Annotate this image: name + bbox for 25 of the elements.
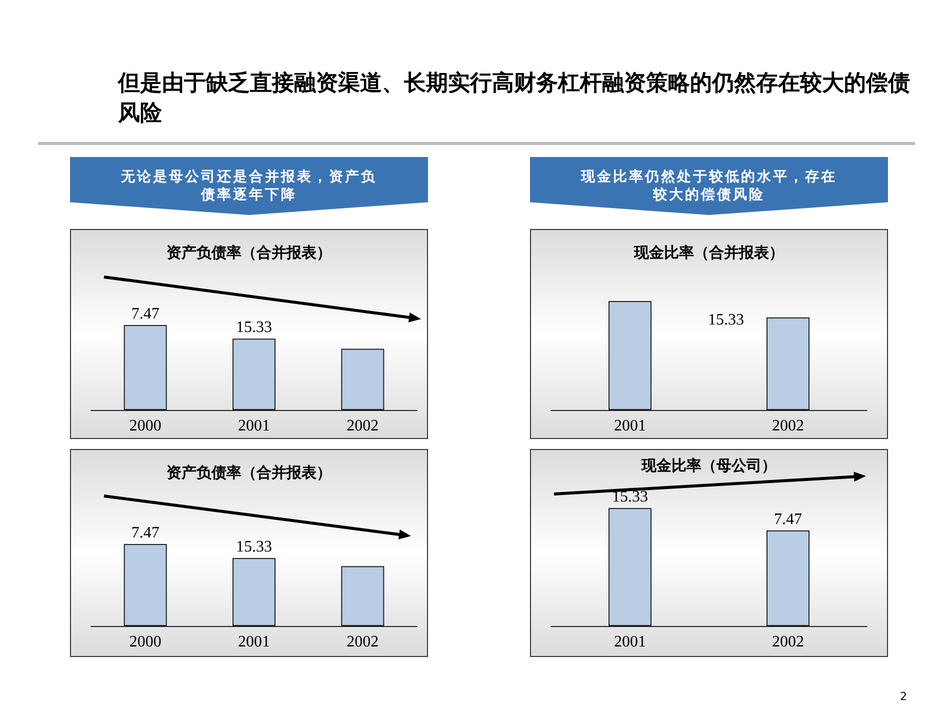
- callout-banner: 无论是母公司还是合并报表，资产负债率逐年下降: [70, 157, 428, 215]
- chart-title: 现金比率（母公司）: [640, 456, 776, 474]
- text: 7.47: [131, 524, 160, 542]
- callout-banner: 现金比率仍然处于较低的水平，存在较大的偿债风险: [530, 157, 888, 215]
- x-tick-label: 2001: [238, 418, 270, 434]
- annotation: 15.33: [236, 538, 272, 556]
- chart-title: 现金比率（合并报表）: [633, 244, 784, 262]
- x-tick-label: 2001: [614, 634, 646, 650]
- text: 2: [900, 690, 907, 703]
- x-tick-label: 2001: [238, 634, 270, 650]
- x-tick-label: 2000: [129, 634, 162, 650]
- text: 但是由于缺乏直接融资渠道、长期实行高财务杠杆融资策略的仍然存在较大的偿债风险: [118, 69, 911, 128]
- x-tick-label: 2002: [772, 634, 804, 650]
- x-tick-label: 2002: [346, 418, 379, 434]
- x-tick-label: 2002: [346, 634, 379, 650]
- annotation: 7.47: [774, 510, 802, 528]
- annotation: 15.33: [236, 319, 272, 336]
- annotation: 15.33: [708, 312, 744, 328]
- x-tick-label: 2001: [614, 418, 646, 434]
- text: 7.47: [131, 306, 160, 322]
- chart-title: 资产负债率（合并报表）: [166, 244, 332, 262]
- chart-title: 资产负债率（合并报表）: [166, 464, 332, 482]
- x-tick-label: 2000: [129, 418, 162, 434]
- text: 15.33: [612, 488, 648, 506]
- x-tick-label: 2002: [772, 418, 804, 434]
